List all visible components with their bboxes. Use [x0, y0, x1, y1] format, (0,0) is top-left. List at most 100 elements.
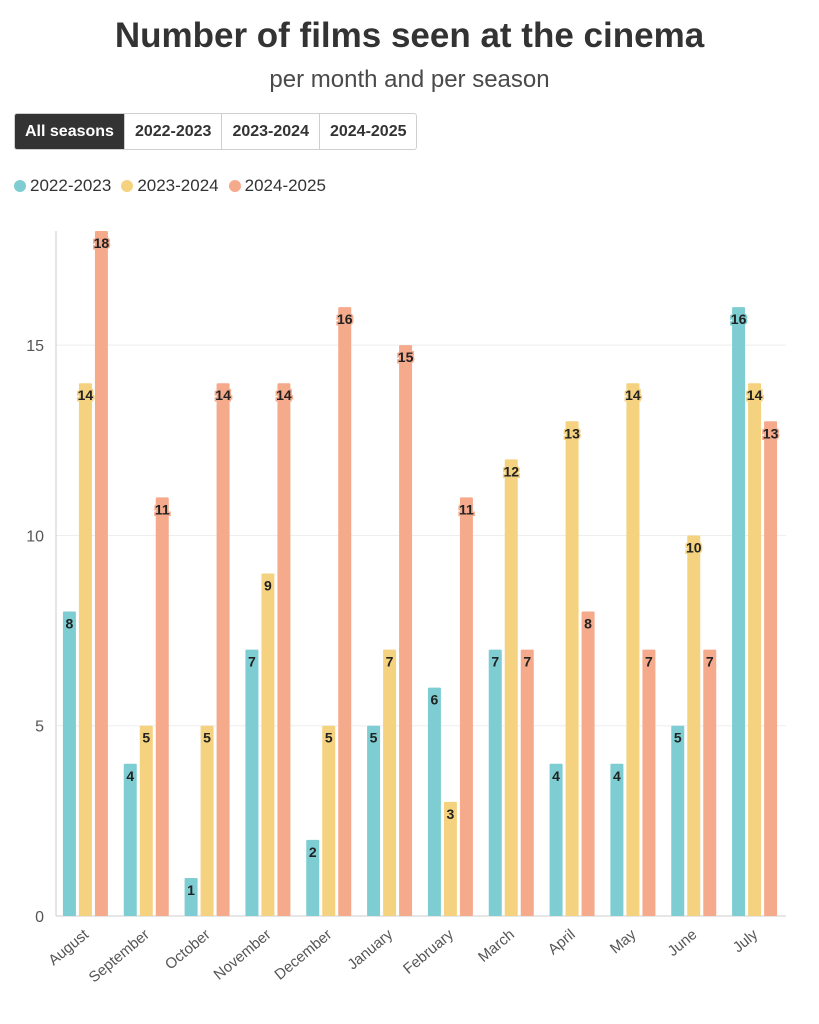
bar-value-label: 16 — [337, 311, 353, 327]
bar — [687, 535, 701, 916]
bar-value-label: 7 — [645, 654, 653, 670]
bar-value-label: 11 — [459, 501, 474, 517]
bar-value-label: 14 — [215, 387, 231, 403]
filter-2022-2023-button[interactable]: 2022-2023 — [125, 114, 223, 149]
bar-value-label: 14 — [276, 387, 292, 403]
bar — [184, 877, 198, 916]
bar — [123, 763, 137, 916]
legend-swatch — [121, 180, 134, 192]
legend-label: 2024-2025 — [244, 176, 326, 195]
bar — [748, 383, 762, 916]
chart-title: Number of films seen at the cinema — [114, 16, 705, 55]
bar-value-label: 12 — [503, 463, 519, 479]
chart-subtitle: per month and per season — [269, 66, 550, 93]
x-tick-label: December — [271, 926, 335, 984]
bar-value-label: 7 — [386, 654, 394, 670]
legend-swatch — [228, 180, 241, 192]
bar — [565, 421, 579, 916]
season-filter: All seasons 2022-2023 2023-2024 2024-202… — [14, 113, 418, 150]
x-tick-label: May — [607, 926, 640, 958]
x-tick-label: January — [344, 926, 396, 974]
bar — [671, 725, 685, 916]
bar-value-label: 8 — [66, 616, 74, 632]
bar-value-label: 11 — [155, 501, 170, 517]
bar-value-label: 5 — [203, 730, 211, 746]
bar-value-label: 4 — [613, 768, 621, 784]
bar — [78, 383, 92, 916]
filter-2024-2025-button[interactable]: 2024-2025 — [329, 123, 407, 140]
bar — [322, 725, 336, 916]
legend-label: 2023-2024 — [137, 176, 219, 195]
bar-value-label: 15 — [398, 349, 414, 365]
bar — [367, 725, 381, 916]
bar — [427, 687, 441, 916]
bar-value-label: 5 — [142, 730, 150, 746]
x-tick-label: November — [211, 926, 275, 984]
bar — [216, 383, 230, 916]
bar-value-label: 13 — [763, 425, 779, 441]
x-tick-label: July — [730, 926, 762, 956]
bar-value-label: 14 — [78, 387, 94, 403]
bar — [581, 611, 595, 916]
bar — [459, 497, 473, 916]
bar-value-label: 9 — [264, 578, 272, 594]
bar-value-label: 13 — [564, 425, 580, 441]
bar-value-label: 4 — [552, 768, 560, 784]
bar-value-label: 5 — [370, 730, 378, 746]
bar — [94, 231, 108, 916]
bar — [549, 763, 563, 916]
bar — [703, 649, 717, 916]
bar — [306, 839, 320, 916]
x-tick-label: June — [664, 926, 700, 960]
bar-value-label: 7 — [706, 654, 714, 670]
bar-value-label: 5 — [325, 730, 333, 746]
bar — [610, 763, 624, 916]
bar — [443, 801, 457, 916]
legend-item-2023-2024[interactable]: 2023-2024 — [121, 176, 219, 196]
bar — [626, 383, 640, 916]
bar — [245, 649, 259, 916]
bar-value-label: 14 — [625, 387, 641, 403]
bar-value-label: 18 — [94, 235, 110, 251]
bar — [488, 649, 502, 916]
x-tick-label: April — [545, 926, 579, 958]
legend: 2022-2023 2023-2024 2024-2025 — [14, 176, 336, 196]
filter-2023-2024-button[interactable]: 2023-2024 — [222, 114, 320, 149]
bar — [520, 649, 534, 916]
bar — [261, 573, 275, 916]
bar-value-label: 4 — [126, 768, 134, 784]
y-tick-label: 15 — [26, 338, 44, 355]
bar — [383, 649, 397, 916]
bar — [139, 725, 153, 916]
x-tick-label: February — [400, 926, 457, 978]
bar — [200, 725, 214, 916]
bar-value-label: 5 — [674, 730, 682, 746]
bar — [504, 459, 518, 916]
bar-value-label: 7 — [523, 654, 531, 670]
legend-item-2024-2025[interactable]: 2024-2025 — [228, 176, 326, 196]
y-tick-label: 10 — [26, 528, 44, 545]
bar-value-label: 10 — [686, 539, 702, 555]
filter-all-seasons-button[interactable]: All seasons — [15, 114, 125, 149]
x-tick-label: September — [86, 926, 153, 986]
bar-value-label: 8 — [584, 616, 592, 632]
bar — [399, 345, 413, 917]
bar-value-label: 6 — [431, 692, 439, 708]
bar-value-label: 3 — [447, 806, 455, 822]
bar-value-label: 7 — [491, 654, 499, 670]
bar-value-label: 14 — [747, 387, 763, 403]
bar — [732, 307, 746, 917]
bar — [62, 611, 76, 916]
bar — [277, 383, 291, 916]
x-tick-label: August — [45, 926, 92, 970]
bar-value-label: 1 — [187, 882, 195, 898]
x-tick-label: October — [162, 926, 214, 973]
legend-label: 2022-2023 — [30, 176, 112, 195]
legend-item-2022-2023[interactable]: 2022-2023 — [14, 176, 111, 196]
bar — [764, 421, 778, 916]
y-tick-label: 0 — [35, 909, 44, 926]
bar — [155, 497, 169, 916]
bar-value-label: 2 — [309, 844, 317, 860]
bar — [642, 649, 656, 916]
